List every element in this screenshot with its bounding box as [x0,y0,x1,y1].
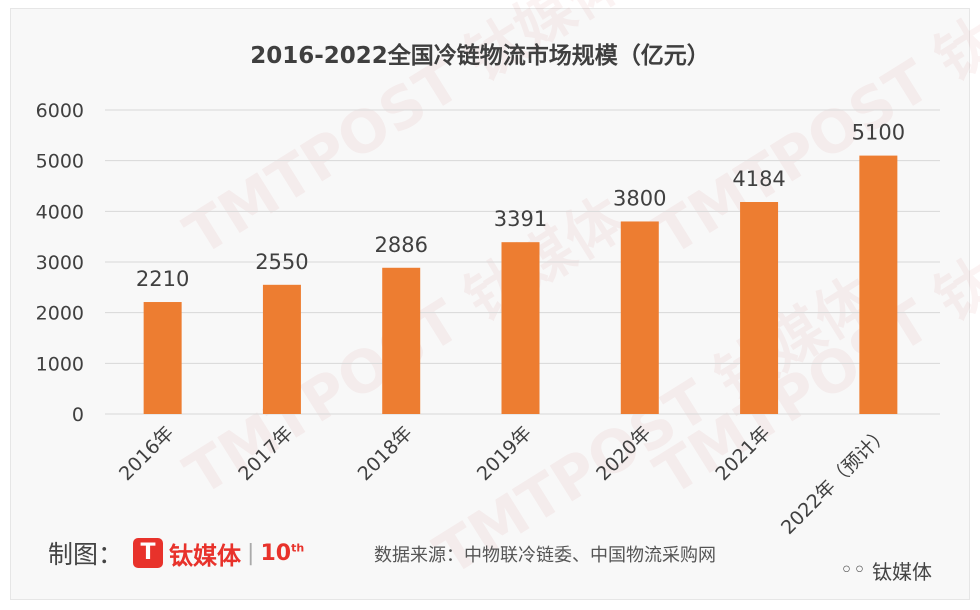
logo-separator: | [247,540,255,566]
y-tick-label: 3000 [36,252,84,274]
wechat-name: 钛媒体 [871,560,932,584]
data-label: 2886 [374,233,427,257]
y-tick-label: 0 [72,404,84,426]
bar [859,155,898,414]
y-tick-label: 4000 [36,201,84,223]
x-tick-label: 2017年 [234,422,297,485]
footer-credit: 制图： T 钛媒体 | 10th [48,535,304,571]
data-label: 3391 [494,207,547,231]
wechat-icon: ◦◦ [840,558,866,583]
wechat-account: ◦◦ 钛媒体 [840,556,932,585]
made-by-label: 制图： [48,540,124,569]
bar [620,221,659,414]
bar [382,267,421,414]
logo-name: 钛媒体 [169,541,242,570]
data-label: 5100 [852,121,905,145]
x-tick-label: 2021年 [711,422,774,485]
bar [501,242,540,414]
data-label: 3800 [613,186,666,210]
logo-icon: T [133,538,164,568]
y-tick-label: 2000 [36,303,84,325]
bar [262,284,301,414]
y-tick-label: 5000 [36,151,84,173]
data-label: 4184 [732,167,785,191]
x-tick-label: 2019年 [473,422,536,485]
x-tick-label: 2022年（预计） [777,422,894,539]
chart-title: 2016-2022全国冷链物流市场规模（亿元） [250,43,710,69]
x-tick-label: 2018年 [354,422,417,485]
data-label: 2210 [136,267,189,291]
data-source: 数据来源：中物联冷链委、中国物流采购网 [374,545,716,566]
y-tick-label: 6000 [36,100,84,122]
x-tick-label: 2016年 [115,422,178,485]
bar [143,302,182,414]
anniversary-suffix: th [291,541,305,555]
anniversary-number: 10 [260,540,292,566]
x-tick-label: 2020年 [592,422,655,485]
bar [740,202,779,414]
data-label: 2550 [255,250,308,274]
anniversary-badge: 10th [260,541,304,566]
y-tick-label: 1000 [36,353,84,375]
